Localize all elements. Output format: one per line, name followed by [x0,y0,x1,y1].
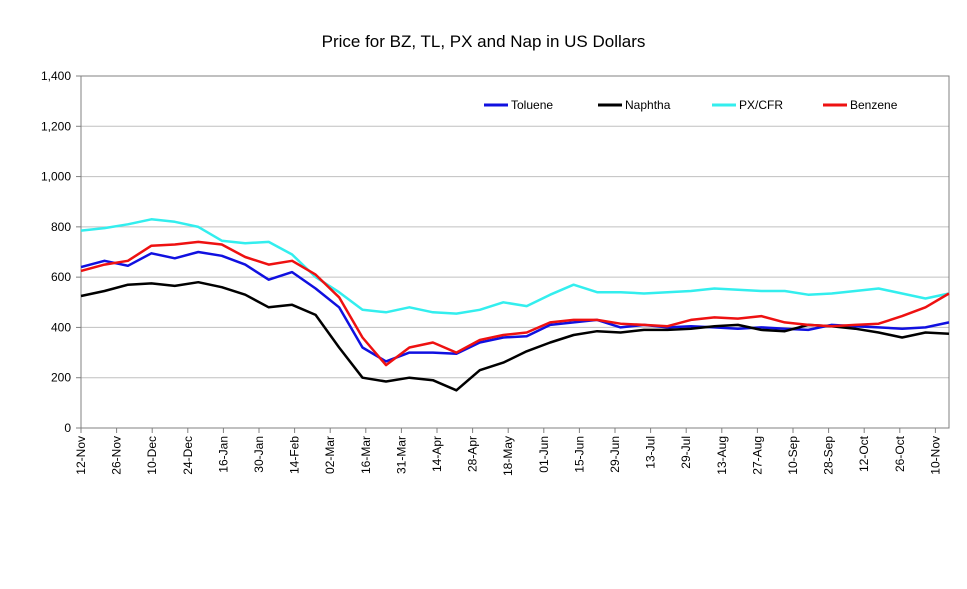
y-tick-label: 600 [51,270,71,284]
x-tick-label: 31-Mar [394,436,408,474]
x-tick-label: 27-Aug [750,436,764,475]
x-tick-label: 29-Jul [679,436,693,469]
series-lines [80,218,950,392]
x-tick-label: 12-Oct [857,435,871,472]
series-line-benzene [80,240,950,367]
x-tick-label: 18-May [501,436,515,476]
x-tick-label: 14-Apr [430,436,444,472]
chart-title: Price for BZ, TL, PX and Nap in US Dolla… [321,32,646,51]
plot-area [80,75,950,429]
series-line-naphtha [80,280,950,392]
legend: Toluene Naphtha PX/CFR Benzene [484,98,898,112]
x-tick-label: 26-Nov [110,436,124,475]
y-tick-label: 0 [64,421,71,435]
x-tick-label: 28-Sep [822,436,836,475]
gridlines [81,125,949,379]
y-tick-label: 200 [51,371,71,385]
series-line-px-cfr [80,218,950,315]
x-tick-label: 15-Jun [572,436,586,473]
x-tick-label: 14-Feb [288,436,302,474]
y-tick-label: 400 [51,320,71,334]
x-tick-label: 13-Jul [644,436,658,469]
x-axis: 12-Nov 26-Nov 10-Dec 24-Dec 16-Jan 30-Jan 14-F… [74,428,942,476]
x-tick-label: 24-Dec [181,436,195,475]
legend-label: PX/CFR [739,98,783,112]
x-tick-label: 12-Nov [74,436,88,475]
y-tick-label: 1,400 [41,69,71,83]
legend-label: Benzene [850,98,898,112]
legend-label: Naphtha [625,98,671,112]
x-tick-label: 30-Jan [252,436,266,473]
x-tick-label: 16-Mar [359,436,373,474]
x-tick-label: 26-Oct [893,435,907,472]
x-tick-label: 28-Apr [466,436,480,472]
x-tick-label: 10-Sep [786,436,800,475]
y-tick-label: 1,200 [41,119,71,133]
x-tick-label: 10-Dec [145,436,159,475]
y-axis: 0 200 400 600 800 1,000 1,200 1,400 [41,69,81,435]
x-tick-label: 29-Jun [608,436,622,473]
x-tick-label: 13-Aug [715,436,729,475]
y-tick-label: 800 [51,220,71,234]
x-tick-label: 10-Nov [928,436,942,475]
x-tick-label: 16-Jan [216,436,230,473]
series-line-toluene [80,250,950,363]
x-tick-label: 02-Mar [323,436,337,474]
x-tick-label: 01-Jun [537,436,551,473]
legend-label: Toluene [511,98,553,112]
y-tick-label: 1,000 [41,170,71,184]
